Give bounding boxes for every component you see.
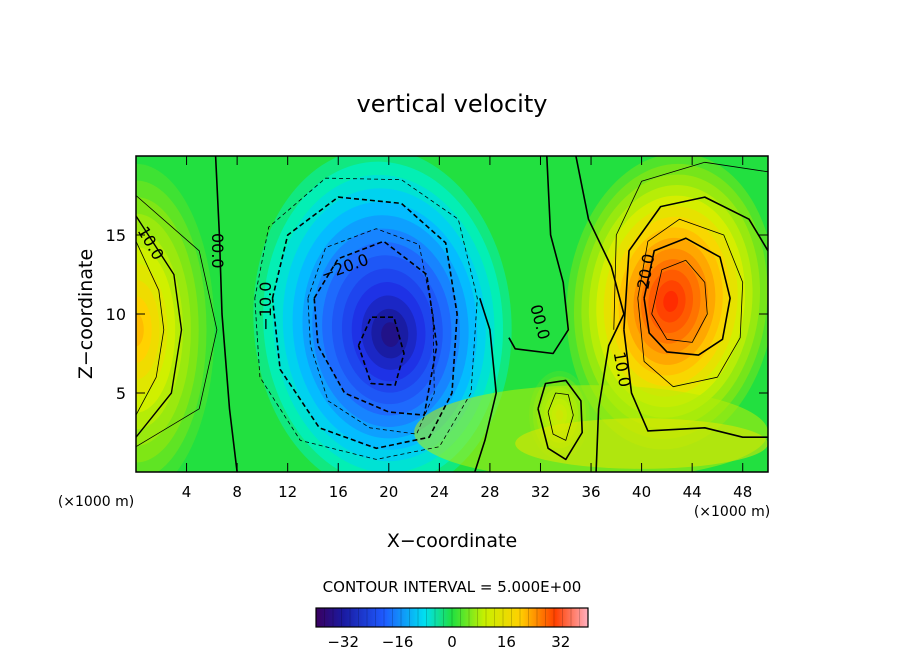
x-tick-label-7: 32	[531, 483, 550, 501]
lower-right-warm-band-1	[515, 418, 768, 469]
contour-right-10	[623, 196, 768, 330]
x-tick-label-3: 16	[329, 483, 348, 501]
y-tick-label-1: 10	[106, 305, 126, 324]
x-tick-label-1: 8	[232, 483, 242, 501]
x-tick-label-9: 40	[632, 483, 651, 501]
colorbar-tick-label-0: −32	[327, 633, 359, 651]
chart-title: vertical velocity	[357, 90, 548, 118]
y-axis-label: Z−coordinate	[75, 249, 97, 379]
colorbar-tick-label-2: 0	[447, 633, 457, 651]
contour-neg20	[313, 240, 438, 416]
contour-right-5	[613, 161, 768, 330]
colorbar-tick-label-3: 16	[497, 633, 516, 651]
x-tick-label-4: 20	[379, 483, 398, 501]
colorbar-frame	[315, 607, 589, 628]
contour-right-15	[637, 218, 744, 388]
contour-lines	[136, 156, 768, 472]
contour-zero-right	[508, 156, 570, 355]
x-right-unit: (×1000 m)	[694, 504, 770, 520]
contour-zero-mid	[474, 297, 497, 472]
contour-label-1: 00.0	[208, 233, 227, 269]
contour-zero-far-right	[575, 156, 625, 472]
colorbar-gradient	[316, 608, 588, 627]
x-left-unit: (×1000 m)	[58, 494, 134, 510]
x-axis-ticks: 4 8 12 16 20 24 28 32 36 40 44 48	[182, 156, 752, 501]
left-edge-updraft-level-9	[136, 313, 144, 347]
contour-zero-left	[214, 156, 238, 472]
contour-lower-loop	[537, 379, 583, 461]
contour-neg5	[254, 177, 478, 460]
y-tick-label-2: 15	[106, 226, 126, 245]
right-updraft-level-13	[663, 290, 679, 312]
contour-neg15	[307, 228, 435, 435]
x-tick-label-2: 12	[278, 483, 297, 501]
y-tick-label-0: 5	[116, 384, 126, 403]
contour-left-10	[136, 215, 183, 438]
x-tick-label-5: 24	[430, 483, 449, 501]
contour-right-25	[651, 259, 708, 343]
contour-left-inner	[136, 241, 165, 416]
contour-label-2: −10.0	[256, 282, 275, 331]
x-tick-label-10: 44	[683, 483, 702, 501]
x-axis-label: X−coordinate	[387, 530, 517, 552]
contour-lower-inner	[547, 392, 574, 441]
y-axis-ticks: 5 10 15	[106, 226, 768, 403]
x-tick-label-6: 28	[480, 483, 499, 501]
central-downdraft-level-13	[381, 322, 400, 347]
colorbar-stripes	[315, 608, 589, 627]
velocity-field	[136, 156, 768, 472]
contour-right-10-low	[623, 329, 768, 438]
contour-neg10	[271, 196, 458, 450]
colorbar-ticks: −32 −16 0 16 32	[327, 633, 570, 651]
x-tick-label-11: 48	[733, 483, 752, 501]
x-tick-label-8: 36	[581, 483, 600, 501]
contour-right-20	[643, 237, 731, 356]
colorbar-tick-label-4: 32	[551, 633, 570, 651]
left-edge-updraft-level-8	[136, 296, 152, 363]
colorbar-tick-label-1: −16	[382, 633, 414, 651]
contour-interval-label: CONTOUR INTERVAL = 5.000E+00	[323, 578, 582, 596]
contour-neg30	[357, 316, 405, 386]
x-tick-label-0: 4	[182, 483, 192, 501]
contour-left-outer	[136, 195, 218, 448]
